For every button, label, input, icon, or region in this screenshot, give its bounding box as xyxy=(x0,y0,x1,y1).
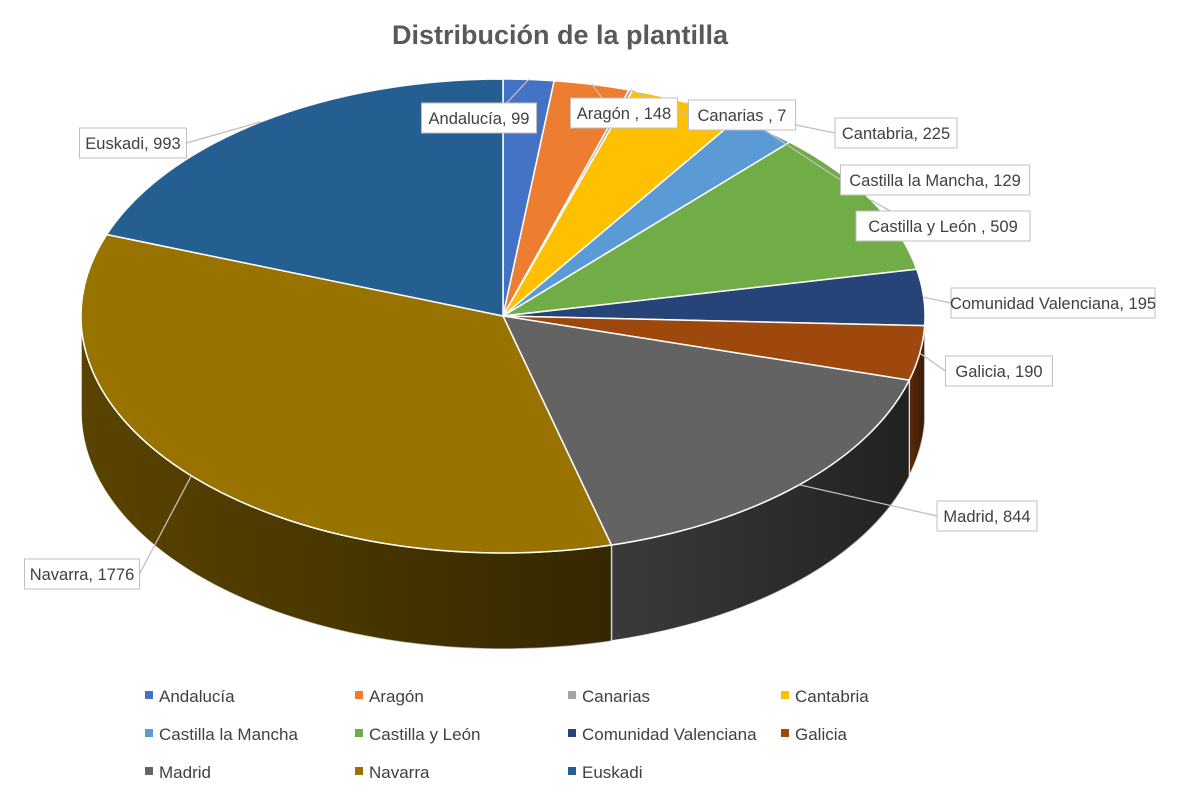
leader-navarra xyxy=(138,475,192,575)
label-box-madrid xyxy=(936,500,1038,532)
data-label-castilla-la-mancha: Castilla la Mancha, 129 xyxy=(849,172,1021,190)
legend-swatch-madrid xyxy=(145,767,153,775)
legend-label-aragon: Aragón xyxy=(369,687,424,706)
leader-castilla-la-mancha xyxy=(763,129,841,181)
data-label-andalucia: Andalucía, 99 xyxy=(429,110,530,128)
legend-label-galicia: Galicia xyxy=(795,725,848,744)
pie-top-faces xyxy=(80,78,926,554)
data-label-aragon: Aragón , 148 xyxy=(577,105,672,123)
label-box-aragon xyxy=(570,97,678,129)
label-box-galicia xyxy=(945,355,1053,387)
side-shade-navarra xyxy=(81,316,612,649)
label-box-cantabria xyxy=(834,117,958,149)
legend-label-navarra: Navarra xyxy=(369,763,430,782)
chart-title: Distribución de la plantilla xyxy=(392,20,729,50)
data-label-cantabria: Cantabria, 225 xyxy=(842,125,950,143)
legend-label-euskadi: Euskadi xyxy=(582,763,642,782)
legend-swatch-galicia xyxy=(781,729,789,737)
slice-euskadi xyxy=(105,78,504,317)
leader-galicia xyxy=(919,352,946,372)
slice-navarra xyxy=(80,233,613,554)
data-label-madrid: Madrid, 844 xyxy=(943,508,1030,526)
data-label-navarra: Navarra, 1776 xyxy=(30,566,135,584)
leader-euskadi xyxy=(186,121,262,144)
leader-madrid xyxy=(799,484,938,517)
legend-swatch-aragon xyxy=(355,691,363,699)
label-box-castilla-y-leon xyxy=(855,210,1031,242)
label-box-euskadi xyxy=(79,127,187,159)
legend-swatch-cantabria xyxy=(781,691,789,699)
side-shade-galicia xyxy=(909,325,925,477)
legend: Andalucía Aragón Canarias Cantabria Castilla… xyxy=(145,687,869,782)
label-box-navarra xyxy=(24,558,140,590)
legend-swatch-castilla-y-leon xyxy=(355,729,363,737)
legend-label-castilla-y-leon: Castilla y León xyxy=(369,725,481,744)
legend-swatch-castilla-la-mancha xyxy=(145,729,153,737)
leader-comunidad-valenciana xyxy=(923,296,952,304)
data-label-comunidad-valenciana: Comunidad Valenciana, 195 xyxy=(950,295,1156,313)
legend-swatch-canarias xyxy=(568,691,576,699)
data-label-euskadi: Euskadi, 993 xyxy=(85,135,180,153)
legend-label-castilla-la-mancha: Castilla la Mancha xyxy=(159,725,298,744)
data-labels: Andalucía, 99 Aragón , 148 Canarias , 7 Can… xyxy=(24,97,1156,590)
label-box-castilla-la-mancha xyxy=(840,164,1030,196)
label-box-andalucia xyxy=(421,102,537,134)
legend-label-cantabria: Cantabria xyxy=(795,687,869,706)
legend-label-andalucia: Andalucía xyxy=(159,687,235,706)
data-label-galicia: Galicia, 190 xyxy=(955,363,1042,381)
legend-label-canarias: Canarias xyxy=(582,687,650,706)
legend-swatch-comunidad-valenciana xyxy=(568,729,576,737)
side-shade-madrid xyxy=(611,380,910,642)
legend-label-madrid: Madrid xyxy=(159,763,211,782)
legend-swatch-euskadi xyxy=(568,767,576,775)
data-label-castilla-y-leon: Castilla y León , 509 xyxy=(868,218,1018,236)
legend-label-comunidad-valenciana: Comunidad Valenciana xyxy=(582,725,757,744)
legend-swatch-navarra xyxy=(355,767,363,775)
data-label-canarias: Canarias , 7 xyxy=(698,107,787,125)
label-box-comunidad-valenciana xyxy=(950,287,1156,319)
legend-swatch-andalucia xyxy=(145,691,153,699)
label-box-canarias xyxy=(688,99,796,131)
